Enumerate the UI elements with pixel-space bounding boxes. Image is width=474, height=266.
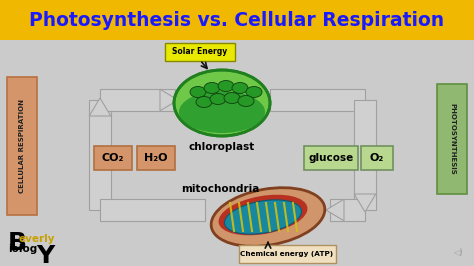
FancyBboxPatch shape <box>304 146 358 170</box>
Ellipse shape <box>224 93 240 103</box>
Polygon shape <box>354 100 376 210</box>
Ellipse shape <box>218 81 234 92</box>
Ellipse shape <box>232 82 248 94</box>
FancyBboxPatch shape <box>0 0 474 40</box>
Text: mitochondria: mitochondria <box>181 184 259 194</box>
Polygon shape <box>89 100 111 210</box>
FancyBboxPatch shape <box>7 77 37 215</box>
Text: chloroplast: chloroplast <box>189 142 255 152</box>
Ellipse shape <box>204 82 220 94</box>
Text: CO₂: CO₂ <box>102 153 124 163</box>
Text: O₂: O₂ <box>370 153 384 163</box>
Text: everly: everly <box>19 234 55 244</box>
Ellipse shape <box>190 86 206 98</box>
FancyBboxPatch shape <box>137 146 175 170</box>
Text: PHOTOSYNTHESIS: PHOTOSYNTHESIS <box>449 103 455 175</box>
Text: Y: Y <box>36 244 54 266</box>
Text: Chemical energy (ATP): Chemical energy (ATP) <box>240 251 334 257</box>
Polygon shape <box>160 89 178 111</box>
FancyBboxPatch shape <box>239 245 336 263</box>
Polygon shape <box>354 194 376 212</box>
Polygon shape <box>100 199 205 221</box>
FancyBboxPatch shape <box>165 43 235 61</box>
Text: B: B <box>8 231 27 255</box>
Text: glucose: glucose <box>309 153 354 163</box>
Ellipse shape <box>225 200 301 234</box>
FancyBboxPatch shape <box>361 146 393 170</box>
FancyBboxPatch shape <box>94 146 132 170</box>
Ellipse shape <box>179 91 265 133</box>
Polygon shape <box>330 199 365 221</box>
Ellipse shape <box>219 195 308 235</box>
Polygon shape <box>89 98 111 116</box>
FancyBboxPatch shape <box>0 40 474 266</box>
Text: iolog: iolog <box>8 244 37 254</box>
FancyBboxPatch shape <box>437 84 467 194</box>
Text: Photosynthesis vs. Cellular Respiration: Photosynthesis vs. Cellular Respiration <box>29 10 445 30</box>
Ellipse shape <box>246 86 262 98</box>
Ellipse shape <box>196 97 212 107</box>
Text: H₂O: H₂O <box>144 153 168 163</box>
Text: ◁): ◁) <box>453 247 463 256</box>
Text: Solar Energy: Solar Energy <box>173 48 228 56</box>
Polygon shape <box>270 89 365 111</box>
Text: CELLULAR RESPIRATION: CELLULAR RESPIRATION <box>19 99 25 193</box>
Ellipse shape <box>174 70 270 136</box>
Polygon shape <box>326 199 344 221</box>
Ellipse shape <box>211 188 325 246</box>
Ellipse shape <box>210 94 226 105</box>
Ellipse shape <box>238 95 254 106</box>
Polygon shape <box>100 89 175 111</box>
